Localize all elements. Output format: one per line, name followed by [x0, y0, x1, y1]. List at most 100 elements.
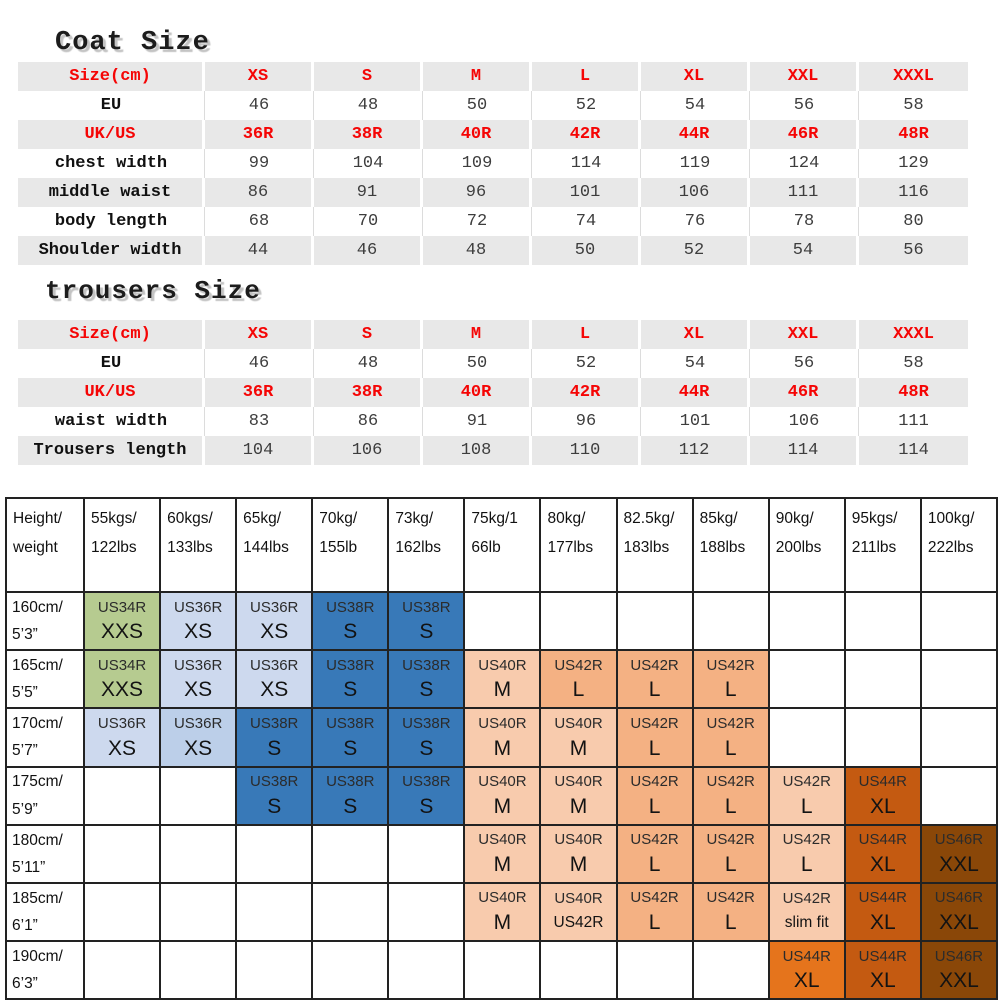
size-value-cell: 86 [314, 407, 423, 436]
table-row: 190cm/6’3” US44R XL US44R XL US46R XXL [5, 939, 999, 1000]
size-value-cell: 96 [423, 178, 532, 207]
size-recommendation-cell: US42R L [615, 649, 694, 710]
empty-cell [843, 649, 922, 710]
weight-header-cell: 73kg/162lbs [387, 496, 466, 594]
weight-header-cell: 55kgs/122lbs [82, 496, 162, 594]
size-recommendation-cell: US42R L [691, 823, 770, 884]
size-recommendation-cell: US46R XXL [919, 881, 999, 942]
table-row: Trousers length 104 106 108 110 112 114 114 [18, 436, 968, 465]
size-recommendation-cell: US40R M [539, 765, 618, 826]
table-row: chest width 99 104 109 114 119 124 129 [18, 149, 968, 178]
table-row: 165cm/5’5” US34R XXS US36R XS US36R XS US38R S US… [5, 649, 999, 710]
us-size-code: US46R [934, 889, 984, 907]
table-row: middle waist 86 91 96 101 106 111 116 [18, 178, 968, 207]
size-recommendation-cell: US44R XL [843, 823, 922, 884]
size-value-cell: 119 [641, 149, 750, 178]
empty-cell [539, 939, 618, 1000]
us-size-code: US36R [173, 656, 223, 674]
size-letter: L [572, 678, 585, 702]
size-value-cell: 80 [859, 207, 968, 236]
us-size-code: US44R [858, 889, 907, 907]
size-value-cell: 36R [205, 378, 314, 407]
size-value-cell: 104 [205, 436, 314, 465]
weight-header-cell: 82.5kg/183lbs [615, 496, 694, 594]
size-value-cell: 48 [423, 236, 532, 265]
table-row: 185cm/6’1” US40R M US40R US42R US42R L US42R L US… [5, 881, 999, 942]
us-size-code: US42R [706, 889, 755, 907]
size-value-cell: 96 [532, 407, 641, 436]
size-value-cell: 48R [859, 120, 968, 149]
size-recommendation-cell: US40R M [463, 707, 542, 768]
size-recommendation-cell: US42R L [615, 881, 694, 942]
height-label-cell: 170cm/5’7” [5, 707, 85, 768]
size-value-cell: M [423, 320, 532, 349]
size-value-cell: 109 [423, 149, 532, 178]
size-value-cell: 38R [314, 120, 423, 149]
size-letter: M [493, 852, 512, 876]
size-value-cell: 52 [641, 236, 750, 265]
size-recommendation-cell: US46R XXL [919, 939, 999, 1000]
row-label: middle waist [18, 178, 205, 207]
empty-cell [387, 823, 466, 884]
size-letter: M [569, 852, 588, 876]
size-recommendation-cell: US44R XL [843, 881, 922, 942]
size-letter: XXL [939, 910, 979, 934]
size-recommendation-cell: US34R XXS [82, 591, 162, 652]
size-value-cell: 46 [205, 91, 314, 120]
row-label: EU [18, 349, 205, 378]
us-size-code: US38R [326, 656, 375, 674]
size-letter: S [343, 678, 358, 702]
empty-cell [463, 939, 542, 1000]
height-weight-corner-cell: Height/weight [5, 496, 85, 594]
size-value-cell: 52 [532, 91, 641, 120]
size-value-cell: 44R [641, 378, 750, 407]
size-value-cell: 99 [205, 149, 314, 178]
size-letter: L [800, 794, 813, 818]
size-value-cell: XL [641, 62, 750, 91]
size-recommendation-cell: US44R XL [767, 939, 846, 1000]
size-letter: XL [869, 969, 896, 993]
empty-cell [235, 939, 314, 1000]
size-value-cell: 91 [423, 407, 532, 436]
empty-cell [463, 591, 542, 652]
weight-header-cell: 70kg/155lb [311, 496, 390, 594]
size-recommendation-cell: US42R L [691, 707, 770, 768]
size-recommendation-cell: US44R XL [843, 765, 922, 826]
size-value-cell: 106 [641, 178, 750, 207]
row-label: Size(cm) [18, 62, 205, 91]
height-label-cell: 190cm/6’3” [5, 939, 85, 1000]
size-value-cell: 116 [859, 178, 968, 207]
size-letter: XXL [939, 852, 979, 876]
size-letter: XS [108, 736, 137, 760]
us-size-code: US42R [630, 831, 679, 849]
size-recommendation-cell: US36R XS [82, 707, 162, 768]
size-value-cell: 40R [423, 120, 532, 149]
empty-cell [159, 765, 238, 826]
size-letter: XXS [101, 620, 144, 644]
us-size-code: US42R [706, 656, 755, 674]
weight-header-cell: 65kg/144lbs [235, 496, 314, 594]
us-size-code: US42R [782, 773, 831, 791]
us-size-code: US44R [858, 831, 907, 849]
empty-cell [615, 939, 694, 1000]
us-size-code: US42R [706, 715, 755, 733]
size-letter: S [419, 678, 434, 702]
size-recommendation-cell: US38R S [311, 591, 390, 652]
empty-cell [82, 939, 162, 1000]
coat-size-table: Size(cm) XS S M L XL XXL XXXL EU 46 48 50 52 54 56 58 UK… [18, 62, 968, 265]
row-label: chest width [18, 149, 205, 178]
table-row: Size(cm) XS S M L XL XXL XXXL [18, 62, 968, 91]
us-size-code: US42R [782, 890, 831, 908]
size-value-cell: S [314, 62, 423, 91]
size-recommendation-cell: US40R M [463, 881, 542, 942]
size-value-cell: 111 [859, 407, 968, 436]
size-letter: M [569, 794, 588, 818]
size-letter: L [724, 794, 737, 818]
size-value-cell: 42R [532, 378, 641, 407]
weight-header-cell: 85kg/188lbs [691, 496, 770, 594]
size-value-cell: 48 [314, 349, 423, 378]
table-row: waist width 83 86 91 96 101 106 111 [18, 407, 968, 436]
us-size-code: US42R [630, 773, 679, 791]
us-size-code: US44R [858, 947, 907, 965]
